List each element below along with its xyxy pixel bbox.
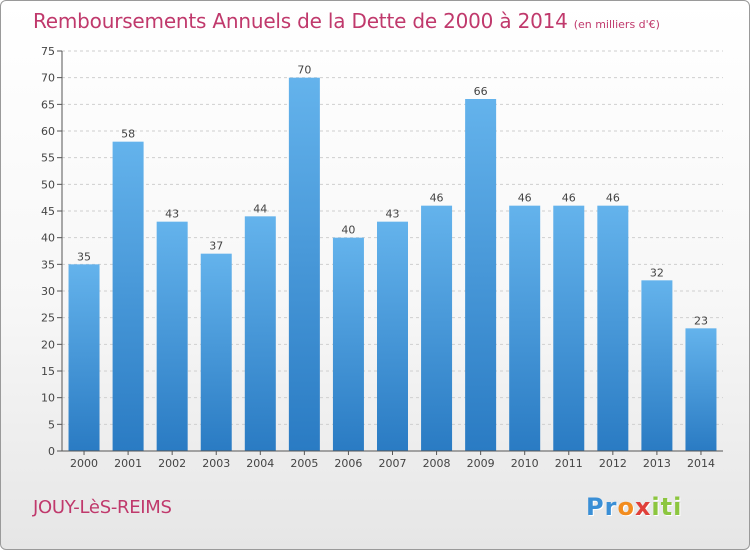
y-tick-label: 5: [48, 418, 55, 431]
y-tick-label: 25: [41, 312, 55, 325]
x-tick-label: 2004: [246, 457, 274, 470]
value-label-2003: 37: [209, 240, 223, 253]
x-tick-label: 2000: [70, 457, 98, 470]
bar-2008: [421, 205, 453, 451]
chart-title: Remboursements Annuels de la Dette de 20…: [33, 9, 660, 33]
y-tick-label: 65: [41, 98, 55, 111]
value-label-2006: 40: [341, 224, 355, 237]
logo-letter: o: [617, 493, 635, 521]
value-label-2009: 66: [474, 85, 488, 98]
y-tick-label: 35: [41, 258, 55, 271]
x-tick-label: 2014: [687, 457, 715, 470]
y-tick-label: 20: [41, 338, 55, 351]
bar-2005: [288, 77, 320, 452]
value-label-2008: 46: [430, 192, 444, 205]
x-tick-label: 2003: [202, 457, 230, 470]
bar-2002: [156, 221, 188, 451]
value-label-2001: 58: [121, 128, 135, 141]
x-tick-label: 2007: [379, 457, 407, 470]
logo-letter: P: [586, 493, 605, 521]
value-label-2004: 44: [253, 202, 267, 215]
x-tick-label: 2012: [599, 457, 627, 470]
x-tick-label: 2013: [643, 457, 671, 470]
proxiti-logo: Proxiti: [586, 493, 682, 521]
y-tick-label: 45: [41, 205, 55, 218]
value-label-2002: 43: [165, 208, 179, 221]
x-tick-label: 2005: [290, 457, 318, 470]
y-tick-label: 75: [41, 45, 55, 58]
x-tick-label: 2010: [511, 457, 539, 470]
data-labels: 35 58 43 37 44 70 40 43 46 66 46 46 46 32 23: [77, 64, 708, 328]
bar-2012: [597, 205, 629, 451]
y-tick-label: 15: [41, 365, 55, 378]
commune-name: JOUY-LèS-REIMS: [33, 497, 172, 518]
chart-unit-note: (en milliers d'€): [573, 18, 660, 31]
value-label-2011: 46: [562, 192, 576, 205]
logo-letter: i: [673, 493, 683, 521]
value-label-2012: 46: [606, 192, 620, 205]
bar-2010: [509, 205, 541, 451]
x-tick-label: 2008: [423, 457, 451, 470]
value-label-2014: 23: [694, 314, 708, 327]
value-label-2013: 32: [650, 266, 664, 279]
chart-title-text: Remboursements Annuels de la Dette de 20…: [33, 9, 568, 33]
bar-2003: [200, 253, 232, 451]
value-label-2010: 46: [518, 192, 532, 205]
value-label-2007: 43: [386, 208, 400, 221]
x-tick-label: 2002: [158, 457, 186, 470]
bar-2006: [332, 237, 364, 451]
bar-2011: [553, 205, 585, 451]
logo-letter: t: [660, 493, 674, 521]
value-label-2000: 35: [77, 250, 91, 263]
axes: 0 5 10 15 20 25 30 35 40 45 50 55 60 65 70 75 2000 2001 20…: [41, 45, 723, 470]
bars: [68, 77, 717, 452]
bar-2013: [641, 280, 673, 451]
bar-2004: [244, 216, 276, 451]
y-tick-label: 10: [41, 392, 55, 405]
y-tick-label: 50: [41, 178, 55, 191]
bar-2001: [112, 141, 144, 451]
bar-2007: [377, 221, 408, 451]
logo-letter: r: [604, 493, 618, 521]
y-tick-label: 60: [41, 125, 55, 138]
bar-2014: [685, 328, 717, 451]
y-tick-label: 70: [41, 72, 55, 85]
y-tick-label: 0: [48, 445, 55, 458]
x-tick-label: 2011: [555, 457, 583, 470]
logo-letter: x: [634, 493, 652, 521]
x-tick-label: 2009: [467, 457, 495, 470]
y-tick-label: 30: [41, 285, 55, 298]
y-tick-label: 55: [41, 152, 55, 165]
bar-2009: [465, 99, 497, 451]
x-tick-label: 2001: [114, 457, 142, 470]
value-label-2005: 70: [297, 64, 311, 77]
y-tick-label: 40: [41, 232, 55, 245]
x-tick-label: 2006: [334, 457, 362, 470]
bar-2000: [68, 264, 100, 451]
logo-letter: i: [651, 493, 661, 521]
